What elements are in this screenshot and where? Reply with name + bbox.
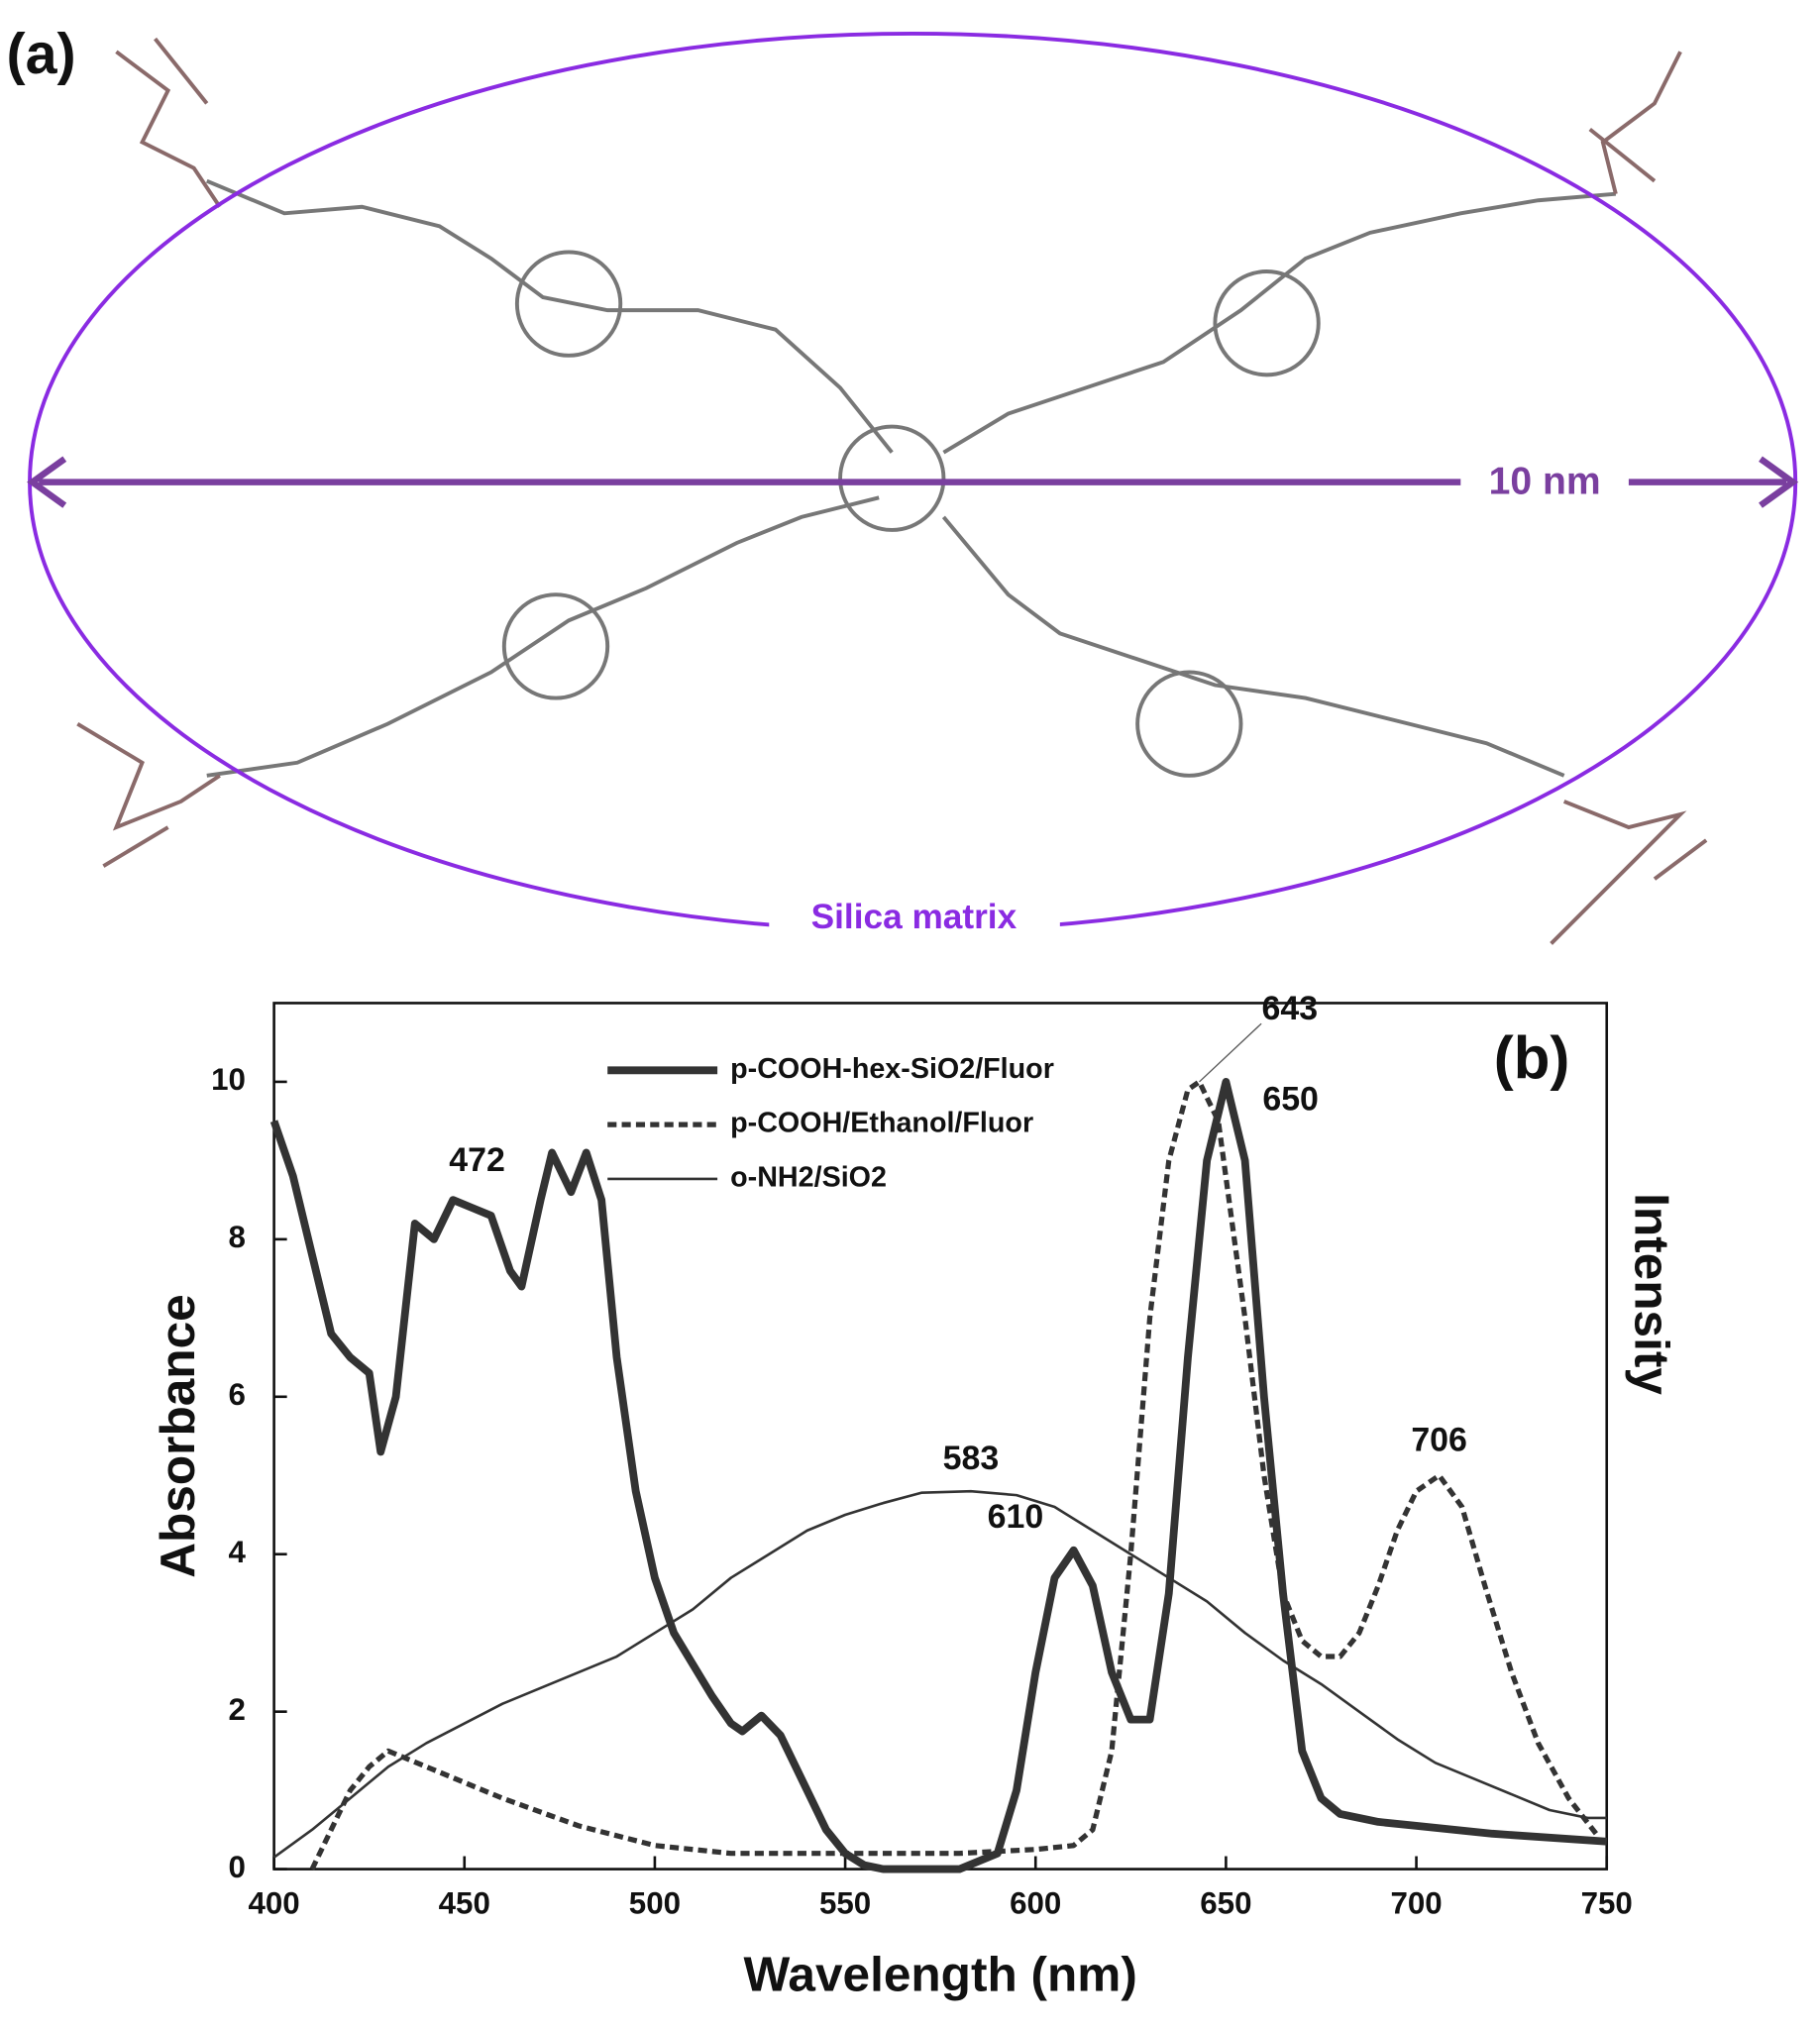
x-tick-label: 700 (1390, 1885, 1442, 1920)
series-line (272, 1489, 1607, 1859)
label-bg (769, 892, 1060, 947)
legend-label: p-COOH-hex-SiO2/Fluor (730, 1053, 1054, 1085)
x-tick-label: 500 (629, 1885, 681, 1920)
silica-clusters (76, 37, 1708, 945)
series-line (269, 1078, 1607, 1873)
annotation: 583 (943, 1440, 1000, 1477)
y-tick-label: 4 (228, 1535, 246, 1569)
x-tick-label: 650 (1200, 1885, 1251, 1920)
arrow-head (27, 456, 67, 508)
leader-line (1199, 1022, 1262, 1083)
y-tick-label: 6 (228, 1377, 245, 1412)
legend-label: o-NH2/SiO2 (730, 1161, 887, 1193)
y2-axis-label: Intensity (1624, 1193, 1679, 1395)
label-bg (1460, 455, 1629, 510)
legend-label: p-COOH/Ethanol/Fluor (730, 1108, 1033, 1139)
panel-b: 400 450 500 550 600 650 700 750 0 2 4 6 8 10 Wavelengt… (150, 990, 1680, 2001)
annotation: 472 (449, 1141, 505, 1179)
matrix-label: Silica matrix (811, 898, 1017, 936)
arrow-head (1759, 456, 1799, 508)
x-tick-label: 400 (248, 1885, 299, 1920)
annotation: 643 (1262, 990, 1319, 1027)
molecule (205, 178, 1617, 778)
y-axis-label: Absorbance (150, 1294, 205, 1577)
y-tick-label: 8 (228, 1220, 245, 1254)
x-tick-label: 450 (439, 1885, 490, 1920)
annotation: 610 (988, 1498, 1044, 1536)
y-tick-label: 0 (228, 1850, 245, 1884)
dimension-label: 10 nm (1489, 460, 1601, 502)
x-tick-label: 550 (819, 1885, 871, 1920)
x-axis-label: Wavelength (nm) (743, 1946, 1136, 2001)
x-tick-label: 600 (1010, 1885, 1061, 1920)
y-tick-label: 10 (211, 1062, 246, 1097)
panel-a: 10 nm Silica matrix (a) (7, 23, 1799, 947)
x-tick-label: 750 (1581, 1885, 1633, 1920)
annotation: 650 (1262, 1080, 1319, 1118)
panel-label: (a) (7, 23, 76, 86)
panel-label: (b) (1494, 1024, 1570, 1091)
series-line (309, 1079, 1602, 1871)
annotation: 706 (1411, 1421, 1467, 1458)
y-tick-label: 2 (228, 1692, 245, 1727)
